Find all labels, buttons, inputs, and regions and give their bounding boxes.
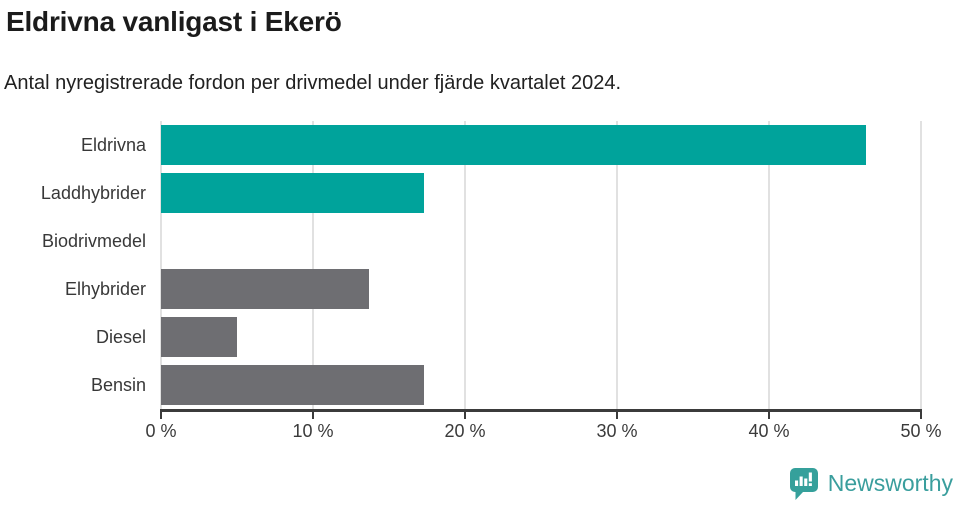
gridline-40 [768, 121, 770, 409]
plot-area: Eldrivna Laddhybrider Biodrivmedel Elhyb… [4, 121, 922, 409]
footer-branding: Newsworthy [4, 467, 960, 500]
chart-row-elhybrider: Elhybrider [4, 265, 921, 313]
bar-eldrivna [161, 125, 867, 165]
chart-row-laddhybrider: Laddhybrider [4, 169, 921, 217]
tick-label-40: 40 % [748, 421, 790, 441]
chart-row-eldrivna: Eldrivna [4, 121, 921, 169]
category-label-elhybrider: Elhybrider [64, 279, 146, 299]
chart-row-bensin: Bensin [4, 361, 921, 409]
newsworthy-logo-icon [789, 467, 819, 500]
tick-mark-10 [312, 412, 314, 419]
brand-name: Newsworthy [827, 470, 953, 496]
gridline-20 [464, 121, 466, 409]
tick-mark-30 [616, 412, 618, 419]
tick-label-10: 10 % [292, 421, 334, 441]
tick-mark-20 [464, 412, 466, 419]
category-label-biodrivmedel: Biodrivmedel [41, 231, 146, 251]
bar-chart: Eldrivna Laddhybrider Biodrivmedel Elhyb… [4, 121, 942, 448]
gridline-0 [160, 121, 162, 409]
tick-label-20: 20 % [444, 421, 486, 441]
chart-title: Eldrivna vanligast i Ekerö [6, 6, 342, 37]
gridline-50 [920, 121, 922, 409]
x-axis-ticks: 0 % 10 % 20 % 30 % 40 % 50 % [145, 412, 942, 448]
tick-label-50: 50 % [900, 421, 942, 441]
gridline-10 [312, 121, 314, 409]
chart-row-biodrivmedel: Biodrivmedel [4, 217, 921, 265]
category-label-laddhybrider: Laddhybrider [40, 183, 146, 203]
bar-rows: Eldrivna Laddhybrider Biodrivmedel Elhyb… [4, 121, 921, 409]
chart-row-diesel: Diesel [4, 313, 921, 361]
tick-mark-40 [768, 412, 770, 419]
chart-subtitle: Antal nyregistrerade fordon per drivmede… [4, 72, 622, 94]
category-label-bensin: Bensin [90, 375, 146, 395]
tick-label-30: 30 % [596, 421, 638, 441]
tick-label-0: 0 % [145, 421, 177, 441]
bar-diesel [161, 317, 237, 357]
bar-laddhybrider [161, 173, 424, 213]
gridlines [160, 121, 922, 409]
tick-mark-50 [920, 412, 922, 419]
category-label-diesel: Diesel [95, 327, 146, 347]
gridline-30 [616, 121, 618, 409]
bar-elhybrider [161, 269, 370, 309]
tick-mark-0 [160, 412, 162, 419]
x-axis-line [160, 409, 922, 412]
bar-bensin [161, 365, 424, 405]
category-label-eldrivna: Eldrivna [80, 135, 146, 155]
